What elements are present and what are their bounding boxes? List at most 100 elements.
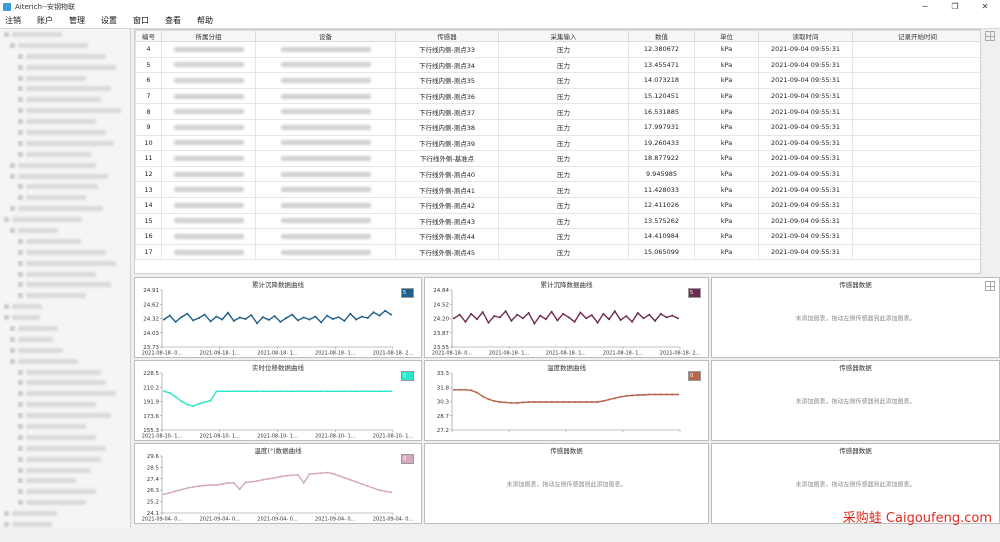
legend-swatch[interactable]: 0 — [688, 371, 701, 381]
tree-node[interactable] — [0, 508, 130, 519]
table-row[interactable]: 17 下行线外侧-测点45 压力 15.065099 kPa 2021-09-04 09:… — [135, 243, 980, 261]
table-row[interactable]: 11 下行线外侧-基准点 压力 18.877922 kPa 2021-09-04 09:5… — [135, 150, 980, 167]
tree-node[interactable] — [0, 160, 130, 171]
table-row[interactable]: 6 下行线内侧-测点35 压力 14.073218 kPa 2021-09-04 09:5… — [135, 72, 980, 89]
tree-node[interactable] — [0, 476, 130, 487]
col-header-record-start[interactable]: 记录开始时间 — [852, 30, 980, 42]
chart-panel-settlement-2[interactable]: 累计沉降数据曲线 24.84 24.52 24.20 23.87 23.55 2021-0… — [424, 277, 709, 358]
sensor-data-table[interactable]: 编号 所属分组 设备 传感器 采集输入 数值 单位 读取时间 记录开始时间 4 下… — [134, 29, 981, 274]
chart-panel-temperature-2[interactable]: 温度(°)数据曲线 29.6 28.5 27.4 26.3 25.2 24.1 2021-0… — [134, 443, 422, 524]
menu-manage[interactable]: 管理 — [69, 16, 85, 25]
layout-grid-icon[interactable] — [985, 281, 995, 291]
table-scrollbar[interactable] — [981, 29, 1000, 274]
chart-panel-temperature[interactable]: 温度数据曲线 33.3 31.8 30.3 28.7 27.2 0 — [424, 360, 709, 441]
tree-node[interactable] — [0, 236, 130, 247]
tree-node[interactable] — [0, 454, 130, 465]
table-row[interactable]: 15 下行线外侧-测点43 压力 13.575262 kPa 2021-09-04 09:… — [135, 212, 980, 230]
tree-node[interactable] — [0, 138, 130, 149]
menu-view[interactable]: 查看 — [165, 16, 181, 25]
menu-settings[interactable]: 设置 — [101, 16, 117, 25]
tree-node[interactable] — [0, 181, 130, 192]
device-tree-sidebar[interactable] — [0, 29, 131, 542]
menu-account[interactable]: 账户 — [37, 16, 53, 25]
tree-node[interactable] — [0, 127, 130, 138]
table-row[interactable]: 9 下行线内侧-测点38 压力 17.997931 kPa 2021-09-04 09:5… — [135, 118, 980, 136]
col-header-value[interactable]: 数值 — [628, 30, 695, 42]
tree-node[interactable] — [0, 62, 130, 73]
table-row[interactable]: 8 下行线内侧-测点37 压力 16.531885 kPa 2021-09-04 09:5… — [135, 103, 980, 120]
tree-node[interactable] — [0, 279, 130, 290]
cell-record-start — [852, 196, 980, 214]
table-row[interactable]: 13 下行线外侧-测点41 压力 11.428033 kPa 2021-09-04 09:… — [135, 181, 980, 198]
table-row[interactable]: 16 下行线外侧-测点44 压力 14.410984 kPa 2021-09-04 09:… — [135, 228, 980, 245]
table-row[interactable]: 14 下行线外侧-测点42 压力 12.411026 kPa 2021-09-04 09:… — [135, 196, 980, 214]
tree-node[interactable] — [0, 51, 130, 62]
tree-node[interactable] — [0, 225, 130, 236]
tree-node[interactable] — [0, 388, 130, 399]
col-header-sensor[interactable]: 传感器 — [395, 30, 499, 42]
tree-node[interactable] — [0, 94, 130, 105]
tree-node[interactable] — [0, 334, 130, 345]
empty-sensor-panel-1[interactable]: 传感器数据 未添加图表，拖动左侧传感器到此添加图表。 — [711, 277, 1000, 358]
data-point — [470, 312, 473, 315]
tree-node[interactable] — [0, 116, 130, 127]
tree-node[interactable] — [0, 258, 130, 269]
tree-node[interactable] — [0, 519, 130, 530]
maximize-button[interactable]: ❐ — [951, 2, 959, 11]
col-header-device[interactable]: 设备 — [255, 30, 396, 42]
table-row[interactable]: 7 下行线内侧-测点36 压力 15.120451 kPa 2021-09-04 09:5… — [135, 87, 980, 105]
tree-node[interactable] — [0, 301, 130, 312]
tree-node[interactable] — [0, 378, 130, 389]
tree-node[interactable] — [0, 432, 130, 443]
col-header-input[interactable]: 采集输入 — [498, 30, 629, 42]
tree-node[interactable] — [0, 497, 130, 508]
tree-node[interactable] — [0, 421, 130, 432]
tree-node[interactable] — [0, 269, 130, 280]
menu-logout[interactable]: 注销 — [5, 16, 21, 25]
col-header-id[interactable]: 编号 — [135, 30, 162, 42]
tree-node[interactable] — [0, 410, 130, 421]
empty-sensor-panel-4[interactable]: 传感器数据 未添加图表，拖动左侧传感器到此添加图表。 — [711, 443, 1000, 524]
legend-swatch[interactable]: 0 — [401, 371, 414, 381]
empty-sensor-panel-3[interactable]: 传感器数据 未添加图表，拖动左侧传感器到此添加图表。 — [424, 443, 709, 524]
tree-node[interactable] — [0, 323, 130, 334]
tree-node[interactable] — [0, 367, 130, 378]
close-button[interactable]: ✕ — [981, 2, 989, 11]
chart-panel-settlement-1[interactable]: 累计沉降数据曲线 24.91 24.62 24.32 24.03 23.73 2021-0… — [134, 277, 422, 358]
tree-node[interactable] — [0, 83, 130, 94]
table-row[interactable]: 10 下行线内侧-测点39 压力 19.260433 kPa 2021-09-04 09:… — [135, 134, 980, 152]
tree-node[interactable] — [0, 171, 130, 182]
tree-node[interactable] — [0, 149, 130, 160]
col-header-group[interactable]: 所属分组 — [161, 30, 256, 42]
legend-swatch[interactable]: 5 — [401, 288, 414, 298]
col-header-read-time[interactable]: 读取时间 — [758, 30, 853, 42]
tree-node[interactable] — [0, 465, 130, 476]
tree-node[interactable] — [0, 247, 130, 258]
minimize-button[interactable]: ─ — [922, 2, 928, 11]
tree-node[interactable] — [0, 203, 130, 214]
tree-node[interactable] — [0, 356, 130, 367]
layout-grid-icon[interactable] — [985, 31, 995, 41]
tree-node[interactable] — [0, 345, 130, 356]
table-row[interactable]: 5 下行线内侧-测点34 压力 13.455471 kPa 2021-09-04 09:5… — [135, 56, 980, 74]
tree-node[interactable] — [0, 214, 130, 225]
tree-node[interactable] — [0, 73, 130, 84]
tree-node[interactable] — [0, 399, 130, 410]
legend-swatch[interactable]: 5 — [688, 288, 701, 298]
menu-window[interactable]: 窗口 — [133, 16, 149, 25]
legend-swatch[interactable]: 0 — [401, 454, 414, 464]
table-row[interactable]: 4 下行线内侧-测点33 压力 12.380672 kPa 2021-09-04 09:5… — [135, 41, 980, 58]
table-row[interactable]: 12 下行线外侧-测点40 压力 9.945985 kPa 2021-09-04 09:5… — [135, 165, 980, 183]
chart-panel-displacement[interactable]: 实时位移数据曲线 228.5 210.2 191.9 173.6 155.3 2021-0… — [134, 360, 422, 441]
menu-help[interactable]: 帮助 — [197, 16, 213, 25]
tree-node[interactable] — [0, 29, 130, 40]
tree-node[interactable] — [0, 192, 130, 203]
tree-node[interactable] — [0, 290, 130, 301]
tree-node[interactable] — [0, 312, 130, 323]
col-header-unit[interactable]: 单位 — [694, 30, 759, 42]
tree-node[interactable] — [0, 486, 130, 497]
tree-node[interactable] — [0, 105, 130, 116]
tree-node[interactable] — [0, 40, 130, 51]
tree-node[interactable] — [0, 443, 130, 454]
empty-sensor-panel-2[interactable]: 传感器数据 未添加图表，拖动左侧传感器到此添加图表。 — [711, 360, 1000, 441]
